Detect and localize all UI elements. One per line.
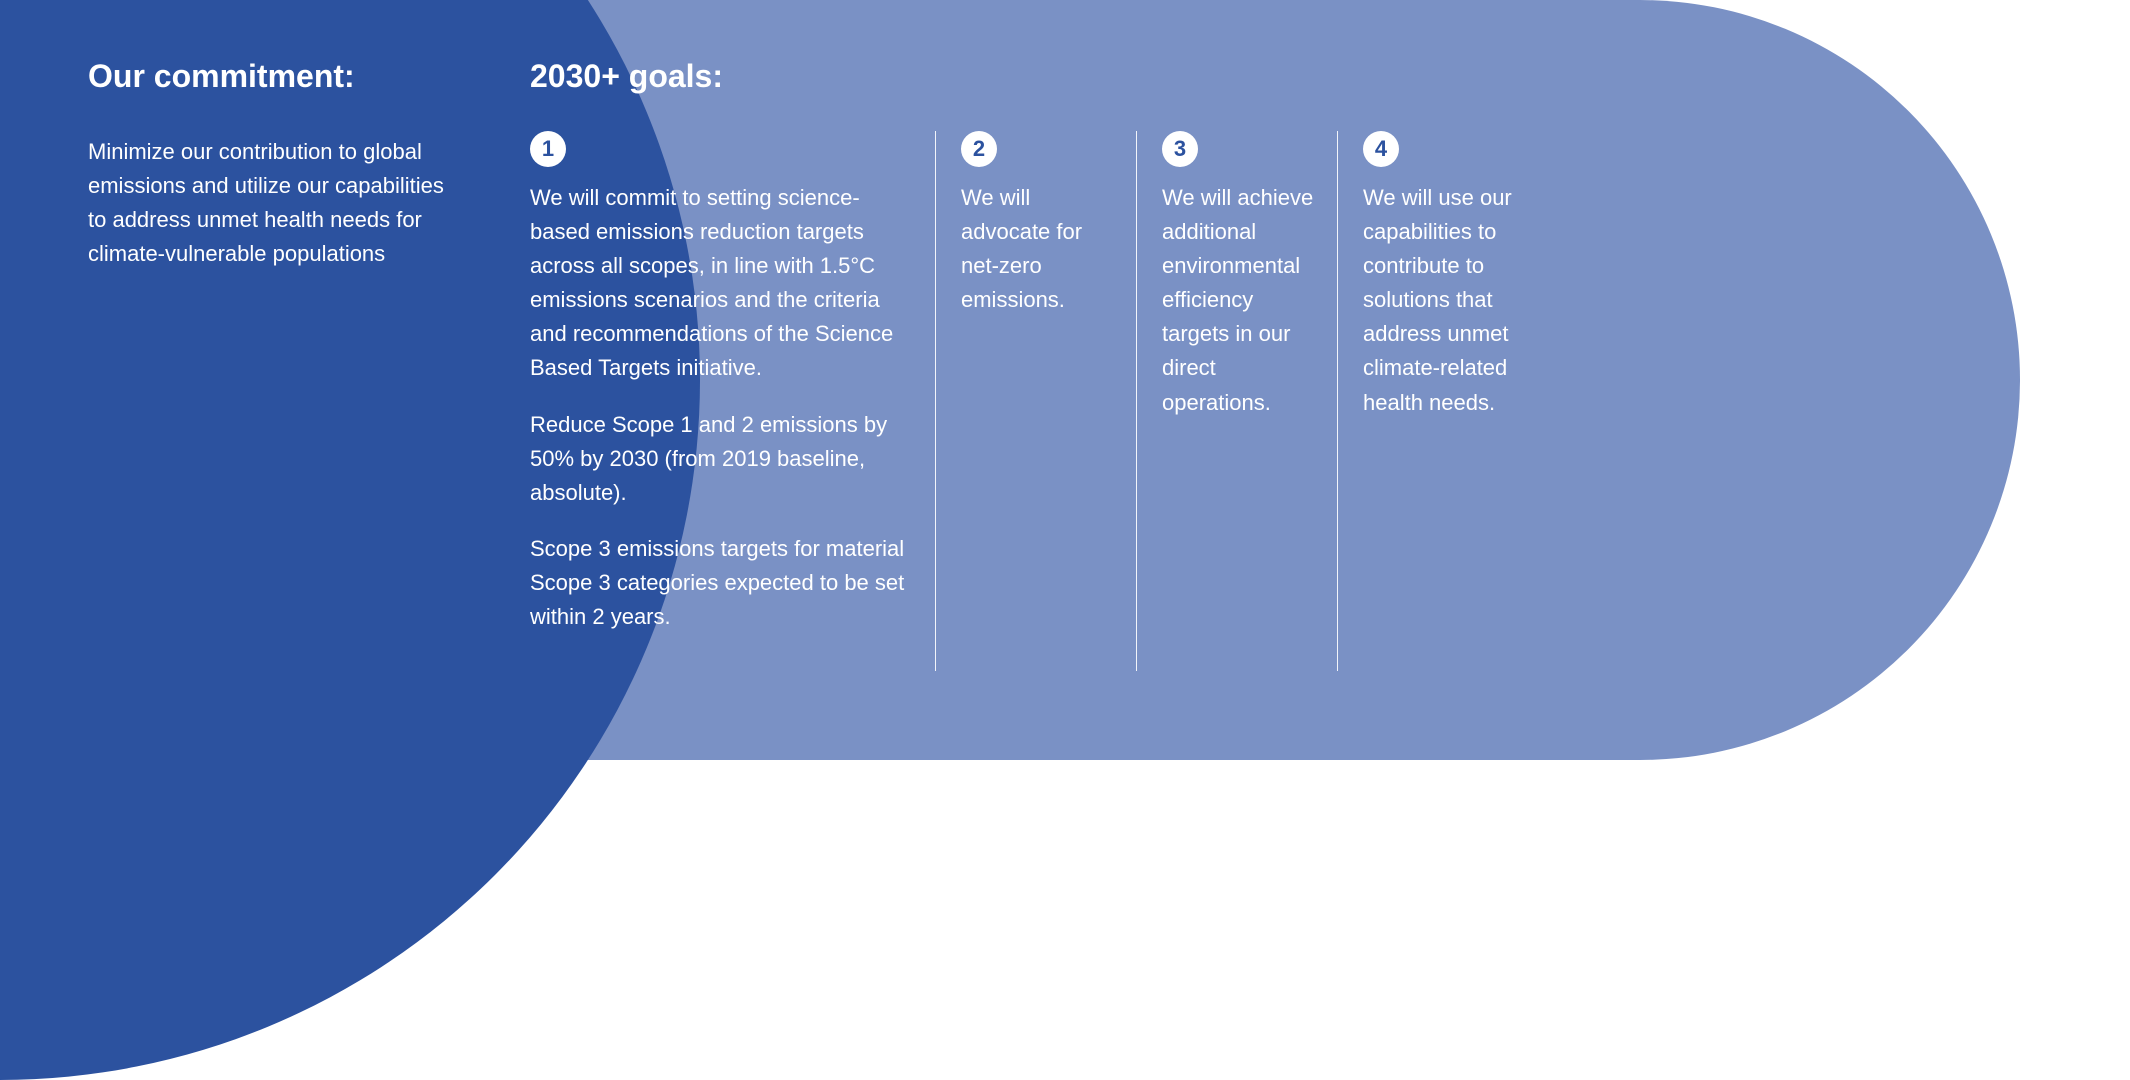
goal-1-para-2: Reduce Scope 1 and 2 emissions by 50% by… (530, 408, 910, 510)
goal-item-4: 4 We will use our capabilities to contri… (1338, 131, 1548, 671)
goal-1-para-3: Scope 3 emissions targets for material S… (530, 532, 910, 634)
goal-text-4: We will use our capabilities to contribu… (1363, 181, 1548, 420)
commitment-title: Our commitment: (88, 58, 448, 95)
goal-text-3: We will achieve additional environmental… (1162, 181, 1317, 420)
commitment-body: Minimize our contribution to global emis… (88, 135, 448, 271)
divider-1 (935, 131, 936, 671)
goal-item-3: 3 We will achieve additional environment… (1137, 131, 1337, 671)
goal-text-1: We will commit to setting science-based … (530, 181, 910, 634)
goal-item-1: 1 We will commit to setting science-base… (530, 131, 935, 671)
goal-2-para-1: We will advocate for net-zero emissions. (961, 181, 1116, 317)
goal-1-para-1: We will commit to setting science-based … (530, 181, 910, 386)
goals-row: 1 We will commit to setting science-base… (530, 131, 1548, 671)
goal-badge-1: 1 (530, 131, 566, 167)
goal-4-para-1: We will use our capabilities to contribu… (1363, 181, 1548, 420)
goals-section: 2030+ goals: 1 We will commit to setting… (530, 58, 1548, 671)
goal-text-2: We will advocate for net-zero emissions. (961, 181, 1116, 317)
divider-2 (1136, 131, 1137, 671)
goal-badge-4: 4 (1363, 131, 1399, 167)
goal-badge-3: 3 (1162, 131, 1198, 167)
goals-title: 2030+ goals: (530, 58, 1548, 95)
commitment-section: Our commitment: Minimize our contributio… (88, 58, 448, 271)
goal-badge-2: 2 (961, 131, 997, 167)
goal-3-para-1: We will achieve additional environmental… (1162, 181, 1317, 420)
divider-3 (1337, 131, 1338, 671)
goal-item-2: 2 We will advocate for net-zero emission… (936, 131, 1136, 671)
